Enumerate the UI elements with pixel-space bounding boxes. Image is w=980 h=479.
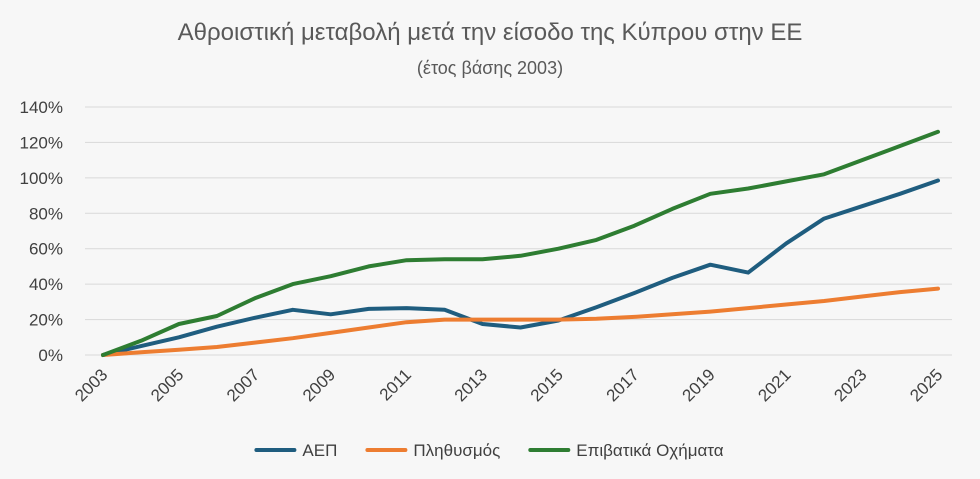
- x-tick-label: 2023: [830, 365, 870, 405]
- y-tick-label: 80%: [29, 204, 63, 223]
- y-tick-label: 100%: [20, 169, 63, 188]
- legend: ΑΕΠ Πληθυσμός Επιβατικά Οχήματα: [254, 441, 724, 460]
- series-lines: [101, 129, 940, 357]
- chart-title: Αθροιστική μεταβολή μετά την είσοδο της …: [178, 19, 803, 46]
- chart-subtitle: (έτος βάσης 2003): [417, 58, 563, 78]
- x-tick-label: 2017: [603, 365, 643, 405]
- x-tick-label: 2015: [527, 365, 567, 405]
- x-tick-label: 2009: [299, 365, 339, 405]
- y-tick-label: 140%: [20, 98, 63, 117]
- legend-label: ΑΕΠ: [302, 441, 337, 460]
- series-line-3: [101, 129, 940, 357]
- x-tick-label: 2013: [451, 365, 491, 405]
- series-line-1: [101, 178, 940, 357]
- x-tick-label: 2007: [223, 365, 263, 405]
- x-tick-label: 2025: [906, 365, 946, 405]
- y-tick-label: 40%: [29, 275, 63, 294]
- series-line-2: [101, 286, 940, 357]
- y-tick-label: 120%: [20, 133, 63, 152]
- legend-label: Επιβατικά Οχήματα: [576, 441, 723, 460]
- x-tick-label: 2005: [147, 365, 187, 405]
- legend-item: Επιβατικά Οχήματα: [528, 441, 724, 460]
- y-tick-label: 0%: [38, 346, 63, 365]
- x-tick-label: 2003: [71, 365, 111, 405]
- x-tick-label: 2021: [754, 365, 794, 405]
- legend-label: Πληθυσμός: [413, 441, 500, 460]
- y-tick-label: 20%: [29, 311, 63, 330]
- x-tick-label: 2011: [376, 365, 415, 404]
- x-tick-label: 2019: [679, 365, 719, 405]
- legend-item: Πληθυσμός: [365, 441, 500, 460]
- y-axis-ticks: 0% 20% 40% 60% 80% 100% 120% 140%: [20, 98, 63, 365]
- x-axis-ticks: 2003 2005 2007 2009 2011 2013 2015 2017 2019 2021…: [71, 365, 946, 405]
- legend-item: ΑΕΠ: [254, 441, 337, 460]
- y-tick-label: 60%: [29, 240, 63, 259]
- gridlines: [85, 106, 952, 356]
